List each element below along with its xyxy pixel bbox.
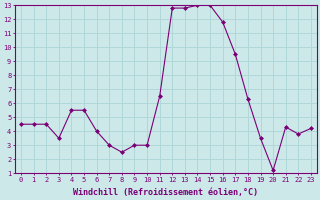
- X-axis label: Windchill (Refroidissement éolien,°C): Windchill (Refroidissement éolien,°C): [74, 188, 259, 197]
